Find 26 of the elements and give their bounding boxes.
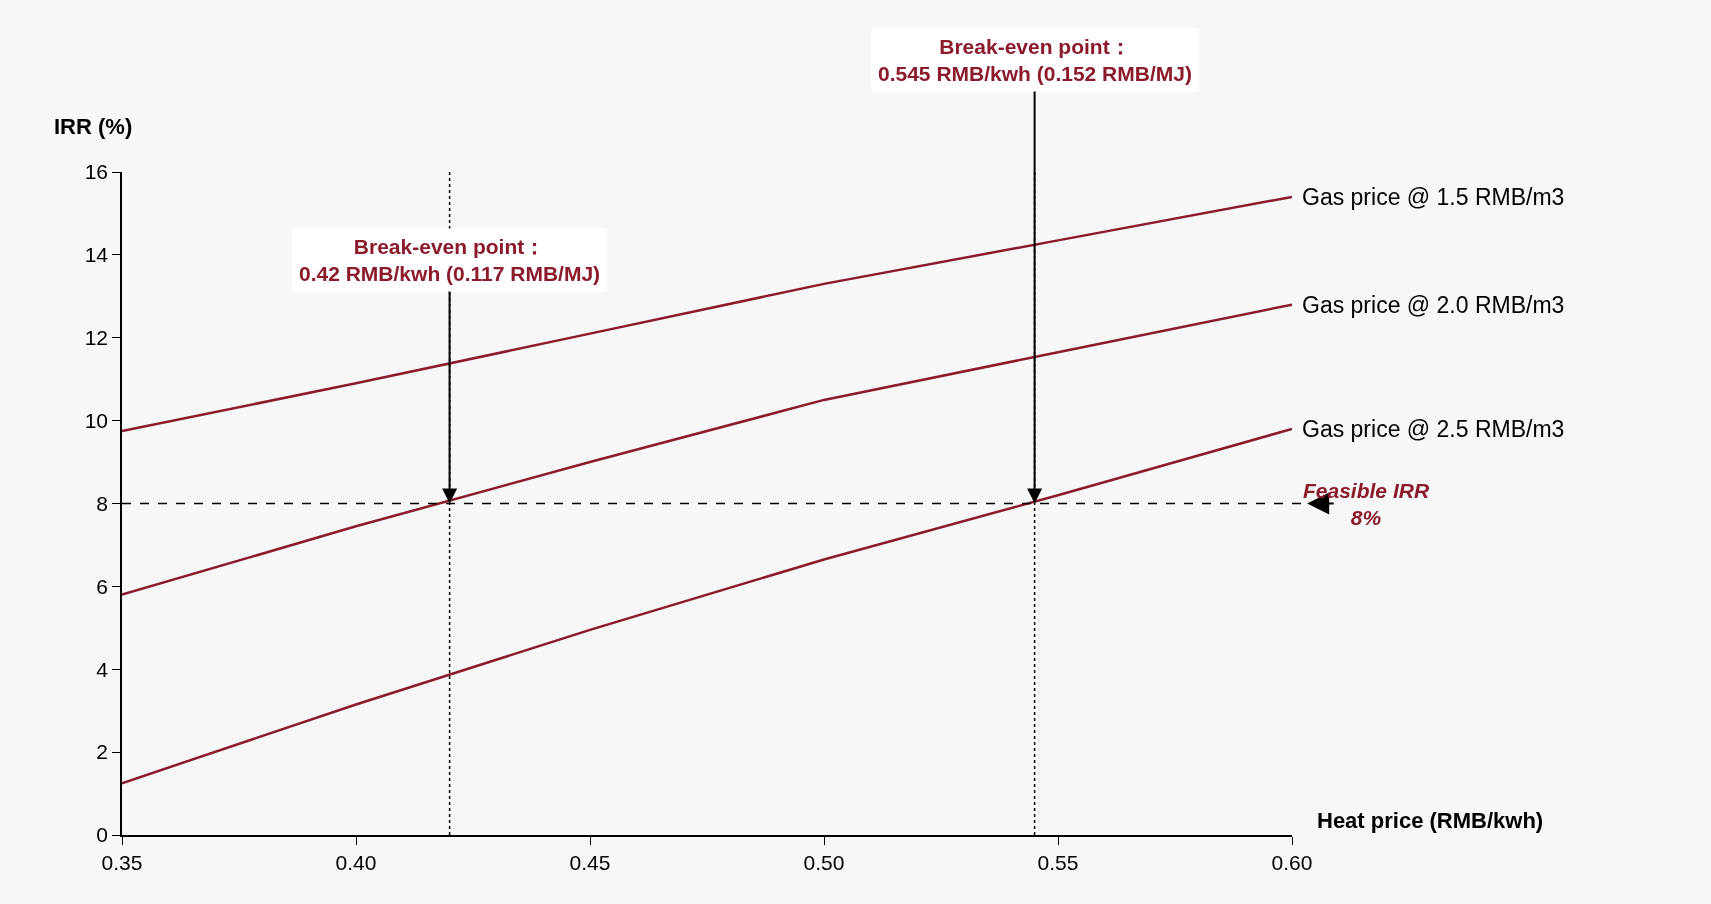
y-tick-label: 12 [84, 326, 109, 350]
line-series [122, 303, 1292, 596]
series-label: Gas price @ 1.5 RMB/m3 [1302, 184, 1565, 210]
ref-line-label: Feasible IRR 8% [1303, 479, 1430, 530]
line-series [122, 195, 1292, 433]
y-tick-label: 14 [84, 243, 109, 267]
x-tick-label: 0.45 [569, 850, 611, 874]
x-tick-label: 0.40 [335, 850, 377, 874]
annotation: Break-even point： 0.42 RMB/kwh (0.117 RMB/MJ) [299, 235, 601, 286]
x-tick-label: 0.50 [803, 850, 845, 874]
line-series [122, 427, 1292, 785]
x-axis-title: Heat price (RMB/kwh) [1317, 808, 1544, 833]
series-label: Gas price @ 2.0 RMB/m3 [1302, 292, 1565, 318]
y-tick-label: 16 [84, 160, 109, 184]
series-label: Gas price @ 2.5 RMB/m3 [1302, 416, 1565, 442]
y-tick-label: 10 [84, 408, 109, 432]
annotation: Break-even point： 0.545 RMB/kwh (0.152 RMB/MJ) [878, 35, 1192, 86]
x-tick-label: 0.60 [1271, 850, 1313, 874]
y-axis-title: IRR (%) [54, 114, 133, 139]
y-tick-label: 0 [96, 823, 109, 847]
x-tick-label: 0.35 [101, 850, 143, 874]
x-tick-label: 0.55 [1037, 850, 1079, 874]
y-tick-label: 8 [96, 491, 109, 515]
y-tick-label: 6 [96, 574, 109, 598]
y-tick-label: 4 [96, 657, 109, 681]
y-tick-label: 2 [96, 740, 109, 764]
